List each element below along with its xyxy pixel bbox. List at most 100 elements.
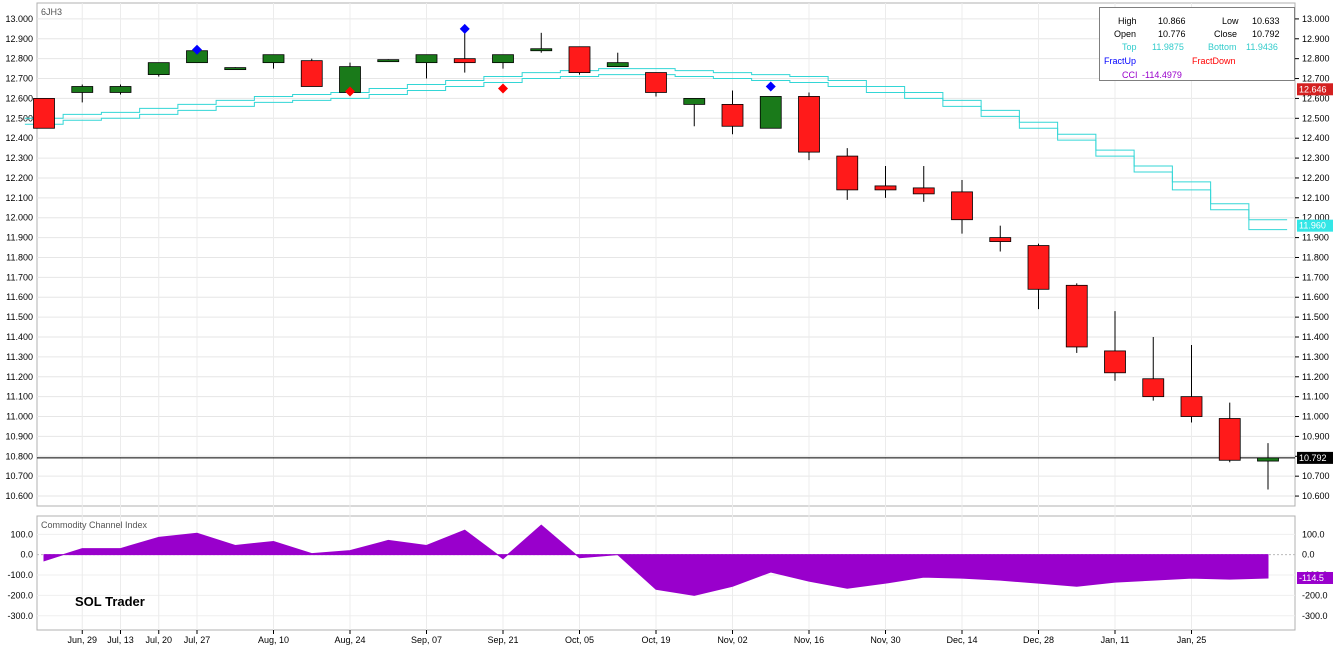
price-tick-label-right: 11.100	[1302, 392, 1329, 402]
close-label: Close	[1214, 29, 1238, 39]
candle-body[interactable]	[874, 185, 897, 191]
cci-tick-label-right: -200.0	[1302, 590, 1328, 600]
price-tick-label-left: 12.800	[5, 54, 33, 64]
close-value: 10.792	[1252, 29, 1280, 39]
candle-body[interactable]	[836, 155, 859, 191]
price-tick-label-left: 11.500	[6, 312, 33, 322]
candle-body[interactable]	[33, 98, 55, 129]
date-tick-label: Jul, 13	[107, 635, 134, 645]
candle-body[interactable]	[989, 237, 1012, 242]
candle-body[interactable]	[1218, 418, 1241, 461]
price-tick-label-left: 11.600	[6, 292, 33, 302]
low-value: 10.633	[1252, 16, 1280, 26]
red-marker-badge-bg	[1297, 83, 1333, 96]
date-tick-label: Sep, 21	[487, 635, 518, 645]
price-tick-label-right: 10.900	[1302, 431, 1330, 441]
candle-body[interactable]	[453, 58, 476, 64]
bottom-value: 11.9436	[1246, 42, 1278, 52]
candle-body[interactable]	[71, 86, 94, 93]
date-tick-label: Sep, 07	[411, 635, 442, 645]
date-tick-label: Nov, 02	[717, 635, 747, 645]
candle-body[interactable]	[377, 59, 400, 63]
top-value: 11.9875	[1152, 42, 1184, 52]
price-tick-label-right: 11.200	[1302, 372, 1329, 382]
date-tick-label: Oct, 19	[641, 635, 670, 645]
price-tick-label-left: 10.600	[5, 491, 33, 501]
price-tick-label-right: 11.300	[1302, 352, 1329, 362]
cci-tick-label-right: 0.0	[1302, 550, 1315, 560]
date-tick-label: Dec, 14	[946, 635, 977, 645]
candle-body[interactable]	[606, 62, 629, 68]
symbol-label: 6JH3	[41, 7, 62, 17]
candle-body[interactable]	[1180, 396, 1203, 417]
price-tick-label-right: 12.400	[1302, 133, 1330, 143]
fractal-down-marker	[345, 86, 355, 97]
candle-body[interactable]	[492, 54, 514, 64]
price-tick-label-right: 13.000	[1302, 14, 1330, 24]
candle-body[interactable]	[1065, 284, 1088, 348]
price-tick-label-left: 11.800	[6, 252, 33, 262]
candle-body[interactable]	[224, 67, 247, 71]
price-tick-label-left: 12.600	[5, 93, 33, 103]
candle-body[interactable]	[530, 48, 553, 52]
fractal-markers	[192, 23, 776, 97]
candle-body[interactable]	[262, 54, 285, 64]
date-tick-label: Jun, 29	[67, 635, 97, 645]
price-tick-label-right: 11.800	[1302, 252, 1329, 262]
cci-tick-label-left: 0.0	[20, 550, 33, 560]
price-tick-label-left: 12.400	[5, 133, 33, 143]
candle-body[interactable]	[1104, 350, 1126, 374]
cci-value: -114.4979	[1142, 70, 1182, 80]
high-value: 10.866	[1158, 16, 1186, 26]
candle-body[interactable]	[300, 60, 323, 87]
price-tick-label-right: 11.000	[1302, 412, 1329, 422]
candle-body[interactable]	[1257, 457, 1279, 462]
bottom-label: Bottom	[1208, 42, 1237, 52]
price-tick-label-right: 12.200	[1302, 173, 1330, 183]
price-tick-label-left: 11.300	[6, 352, 33, 362]
price-tick-label-right: 12.900	[1302, 34, 1330, 44]
channel-bottom-line	[24, 74, 1288, 231]
cci-area	[43, 524, 1269, 596]
candle-body[interactable]	[147, 62, 170, 75]
price-tick-label-right: 12.500	[1302, 113, 1330, 123]
open-label: Open	[1114, 29, 1137, 39]
price-tick-label-right: 12.600	[1302, 93, 1330, 103]
candle-body[interactable]	[951, 191, 973, 221]
candle-body[interactable]	[1027, 245, 1050, 290]
date-tick-label: Jan, 11	[1101, 635, 1130, 645]
price-tick-label-left: 11.200	[6, 372, 33, 382]
cci-tick-label-right: 100.0	[1302, 529, 1325, 539]
price-tick-label-right: 12.300	[1302, 153, 1330, 163]
fractal-up-marker	[765, 81, 776, 92]
candle-body[interactable]	[415, 54, 438, 64]
candle-body[interactable]	[759, 96, 782, 129]
price-tick-label-left: 12.300	[5, 153, 33, 163]
price-tick-label-right: 11.700	[1302, 272, 1329, 282]
high-label: High	[1118, 16, 1137, 26]
candle-body[interactable]	[912, 187, 935, 195]
price-tick-label-right: 10.600	[1302, 491, 1330, 501]
cci-last-badge-bg	[1297, 571, 1333, 584]
cci-area-fill	[43, 524, 1269, 596]
candle-body[interactable]	[721, 103, 744, 127]
price-tick-label-left: 13.000	[5, 14, 33, 24]
price-tick-label-right: 11.500	[1302, 312, 1329, 322]
candle-body[interactable]	[798, 96, 820, 153]
candle-body[interactable]	[568, 46, 591, 73]
top-label: Top	[1122, 42, 1137, 52]
price-tick-label-left: 11.700	[6, 272, 33, 282]
candle-body[interactable]	[1142, 378, 1165, 398]
price-tick-label-left: 12.000	[5, 213, 33, 223]
price-tick-label-left: 11.000	[6, 412, 33, 422]
candles	[33, 30, 1279, 490]
candle-body[interactable]	[645, 72, 667, 93]
date-tick-label: Jul, 20	[145, 635, 172, 645]
candle-body[interactable]	[683, 98, 706, 105]
price-tick-label-left: 11.900	[6, 233, 33, 243]
price-tick-label-right: 10.700	[1302, 471, 1330, 481]
date-tick-label: Aug, 24	[334, 635, 365, 645]
candle-body[interactable]	[109, 86, 132, 93]
